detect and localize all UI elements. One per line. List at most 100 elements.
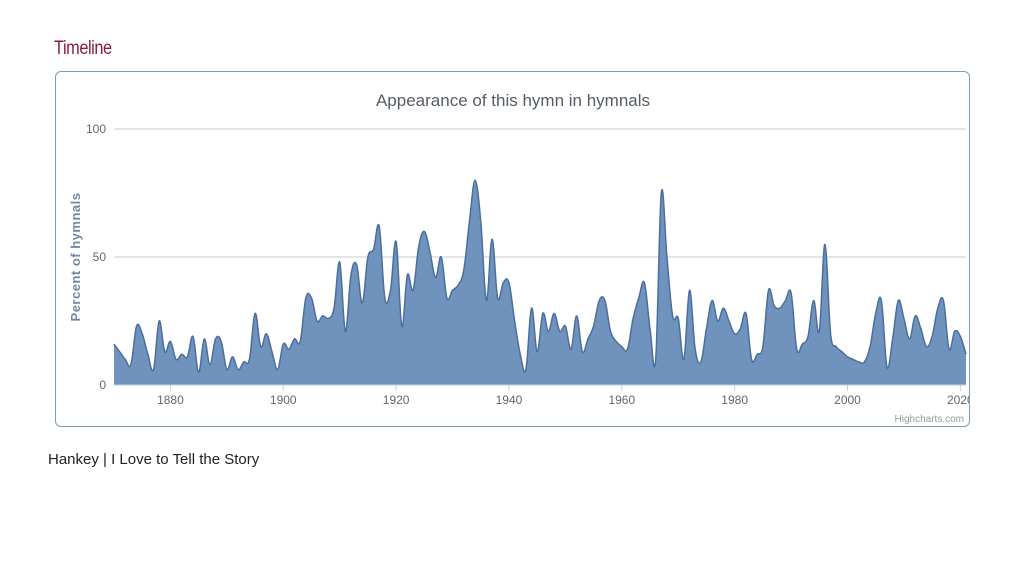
data-point-1951[interactable] [569,347,574,352]
data-point-1991[interactable] [794,347,799,352]
data-point-1974[interactable] [698,359,703,364]
data-point-1944[interactable] [529,306,534,311]
data-point-2000[interactable] [845,354,850,359]
data-point-1941[interactable] [512,319,517,324]
data-point-1899[interactable] [275,367,280,372]
data-point-1937[interactable] [490,237,495,242]
data-point-2016[interactable] [935,306,940,311]
data-point-1942[interactable] [518,352,523,357]
data-point-2018[interactable] [947,347,952,352]
data-point-1955[interactable] [591,324,596,329]
data-point-1987[interactable] [772,303,777,308]
data-point-1872[interactable] [123,357,128,362]
data-point-1932[interactable] [461,267,466,272]
data-point-1880[interactable] [168,339,173,344]
data-point-2015[interactable] [930,334,935,339]
data-point-2006[interactable] [879,298,884,303]
data-point-1939[interactable] [501,280,506,285]
data-point-1916[interactable] [371,247,376,252]
data-point-1998[interactable] [834,344,839,349]
data-point-1973[interactable] [693,347,698,352]
data-point-1967[interactable] [659,191,664,196]
data-point-2001[interactable] [851,357,856,362]
data-point-1997[interactable] [828,331,833,336]
data-point-2012[interactable] [913,313,918,318]
data-point-1876[interactable] [145,352,150,357]
data-point-2010[interactable] [901,316,906,321]
data-point-1976[interactable] [710,298,715,303]
data-point-1927[interactable] [433,275,438,280]
data-point-1954[interactable] [585,336,590,341]
data-point-1901[interactable] [286,347,291,352]
data-point-1886[interactable] [202,336,207,341]
data-point-1948[interactable] [552,311,557,316]
data-point-1961[interactable] [625,347,630,352]
data-point-1884[interactable] [190,334,195,339]
data-point-1902[interactable] [292,336,297,341]
data-point-1889[interactable] [219,339,224,344]
data-point-1915[interactable] [365,255,370,260]
data-point-1995[interactable] [817,329,822,334]
data-point-1882[interactable] [179,352,184,357]
data-point-1982[interactable] [743,311,748,316]
data-point-1980[interactable] [732,331,737,336]
data-point-1985[interactable] [760,344,765,349]
data-point-1940[interactable] [506,280,511,285]
data-point-1926[interactable] [427,249,432,254]
data-point-2005[interactable] [873,311,878,316]
data-point-1977[interactable] [715,319,720,324]
data-point-1917[interactable] [377,224,382,229]
data-point-1923[interactable] [411,288,416,293]
data-point-1957[interactable] [602,298,607,303]
data-point-1943[interactable] [523,367,528,372]
data-point-2013[interactable] [918,326,923,331]
data-point-1912[interactable] [348,272,353,277]
data-point-1962[interactable] [631,316,636,321]
data-point-1986[interactable] [766,288,771,293]
data-point-1938[interactable] [495,295,500,300]
data-point-1870[interactable] [112,342,117,347]
data-point-2020[interactable] [958,334,963,339]
data-point-1970[interactable] [676,316,681,321]
data-point-1978[interactable] [721,306,726,311]
data-point-1907[interactable] [320,313,325,318]
data-point-1881[interactable] [174,357,179,362]
data-point-1953[interactable] [580,349,585,354]
data-point-1958[interactable] [608,329,613,334]
data-point-2003[interactable] [862,359,867,364]
data-point-1891[interactable] [230,354,235,359]
data-point-1945[interactable] [535,349,540,354]
series-line[interactable] [113,179,967,373]
data-point-2009[interactable] [896,298,901,303]
data-point-1873[interactable] [128,362,133,367]
data-point-1910[interactable] [337,260,342,265]
data-point-1871[interactable] [117,349,122,354]
data-point-1969[interactable] [670,313,675,318]
data-point-1875[interactable] [140,331,145,336]
data-point-1984[interactable] [755,352,760,357]
data-point-1920[interactable] [394,239,399,244]
data-point-1877[interactable] [151,367,156,372]
data-point-1874[interactable] [134,324,139,329]
data-point-1913[interactable] [354,262,359,267]
data-point-1992[interactable] [800,342,805,347]
data-point-1946[interactable] [540,311,545,316]
data-point-1956[interactable] [597,298,602,303]
data-point-1909[interactable] [332,306,337,311]
data-point-2008[interactable] [890,336,895,341]
data-point-1892[interactable] [236,367,241,372]
data-point-1933[interactable] [467,219,472,224]
data-point-1888[interactable] [213,336,218,341]
data-point-1911[interactable] [343,329,348,334]
data-point-1989[interactable] [783,298,788,303]
data-point-1914[interactable] [360,301,365,306]
data-point-1971[interactable] [681,357,686,362]
data-point-1975[interactable] [704,326,709,331]
highcharts-credit[interactable]: Highcharts.com [895,414,964,425]
data-point-1999[interactable] [839,349,844,354]
data-point-1897[interactable] [264,331,269,336]
data-point-1981[interactable] [738,326,743,331]
data-point-1921[interactable] [399,324,404,329]
data-point-2004[interactable] [868,344,873,349]
data-point-1883[interactable] [185,354,190,359]
